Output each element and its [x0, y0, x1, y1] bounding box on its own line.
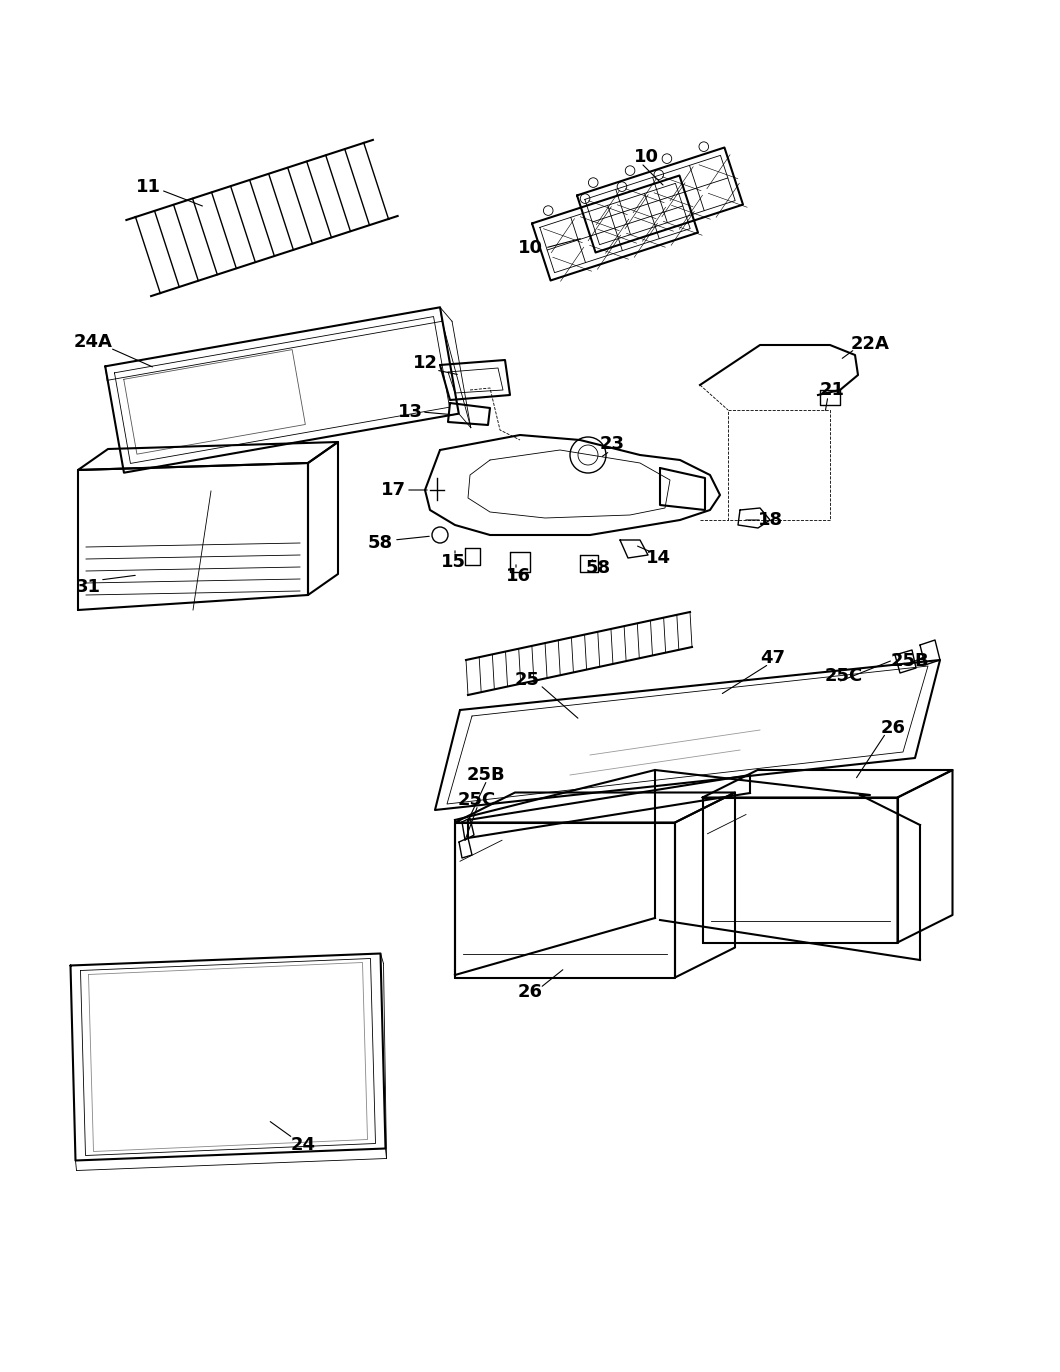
Text: 24: 24: [290, 1136, 316, 1154]
Text: 26: 26: [517, 982, 543, 1002]
Text: 25C: 25C: [458, 792, 496, 809]
Text: 13: 13: [398, 403, 423, 421]
Text: 10: 10: [517, 239, 543, 257]
Text: 24A: 24A: [73, 333, 112, 351]
Text: 18: 18: [758, 510, 782, 530]
Text: 15: 15: [441, 553, 465, 571]
Text: 11: 11: [136, 178, 160, 196]
Text: 31: 31: [75, 578, 101, 595]
Text: 25: 25: [514, 671, 540, 689]
Text: 22A: 22A: [850, 335, 889, 353]
Text: 58: 58: [585, 558, 611, 578]
Text: 10: 10: [634, 148, 658, 166]
Text: 17: 17: [381, 482, 406, 499]
Text: 14: 14: [646, 549, 671, 567]
Text: 58: 58: [368, 534, 392, 552]
Text: 12: 12: [412, 354, 438, 372]
Text: 21: 21: [819, 381, 845, 399]
Text: 25B: 25B: [890, 652, 930, 670]
Text: 47: 47: [760, 649, 785, 667]
Text: 25C: 25C: [825, 667, 863, 685]
Text: 25B: 25B: [466, 766, 506, 783]
Text: 26: 26: [881, 719, 905, 737]
Text: 23: 23: [600, 435, 624, 453]
Text: 16: 16: [506, 567, 530, 584]
